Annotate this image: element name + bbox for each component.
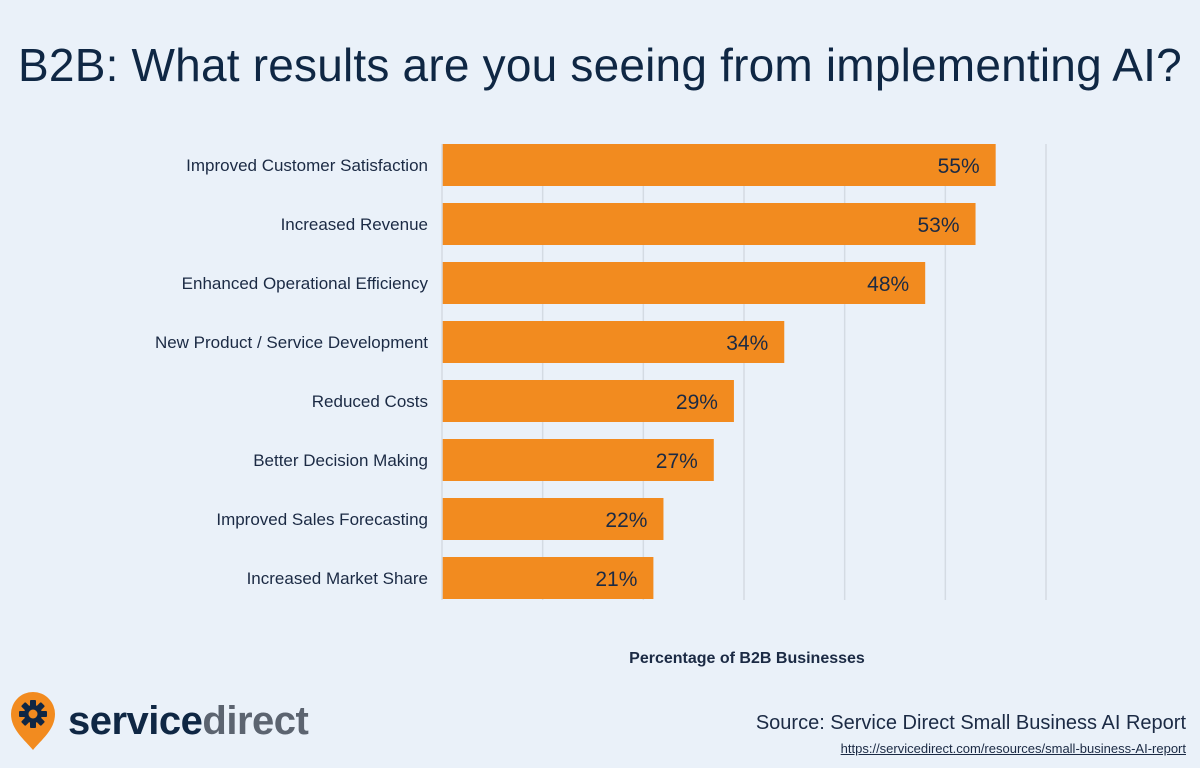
source-credit: Source: Service Direct Small Business AI… bbox=[755, 712, 1186, 734]
bar bbox=[442, 380, 734, 422]
logo-wordmark: servicedirect bbox=[68, 698, 309, 744]
data-label: 27% bbox=[656, 450, 698, 473]
category-label: Increased Revenue bbox=[281, 215, 428, 234]
data-label: 55% bbox=[938, 155, 980, 178]
category-label: Improved Customer Satisfaction bbox=[186, 156, 428, 175]
logo-word-direct: direct bbox=[202, 698, 309, 743]
category-label: New Product / Service Development bbox=[155, 333, 428, 352]
logo-word-service: service bbox=[68, 698, 203, 743]
data-label: 21% bbox=[595, 568, 637, 591]
category-label: Improved Sales Forecasting bbox=[216, 510, 428, 529]
data-label: 48% bbox=[867, 273, 909, 296]
data-label: 53% bbox=[918, 214, 960, 237]
bar bbox=[442, 557, 654, 599]
bar bbox=[442, 262, 926, 304]
data-label: 29% bbox=[676, 391, 718, 414]
bar bbox=[442, 439, 714, 481]
category-label: Better Decision Making bbox=[253, 451, 428, 470]
bar bbox=[442, 144, 996, 186]
x-axis-label: Percentage of B2B Businesses bbox=[629, 650, 865, 667]
category-label: Increased Market Share bbox=[247, 569, 428, 588]
bar bbox=[442, 498, 664, 540]
bar-chart: Improved Customer Satisfaction 55% Increas… bbox=[155, 144, 1047, 600]
category-label: Enhanced Operational Efficiency bbox=[182, 274, 429, 293]
bar bbox=[442, 321, 785, 363]
service-direct-logo: servicedirect bbox=[8, 690, 309, 752]
chart-title: B2B: What results are you seeing from im… bbox=[18, 39, 1182, 91]
gear-pin-icon bbox=[11, 692, 55, 750]
data-label: 22% bbox=[605, 509, 647, 532]
category-label: Reduced Costs bbox=[312, 392, 428, 411]
data-label: 34% bbox=[726, 332, 768, 355]
source-url-link[interactable]: https://servicedirect.com/resources/smal… bbox=[840, 741, 1186, 756]
bar bbox=[442, 203, 976, 245]
